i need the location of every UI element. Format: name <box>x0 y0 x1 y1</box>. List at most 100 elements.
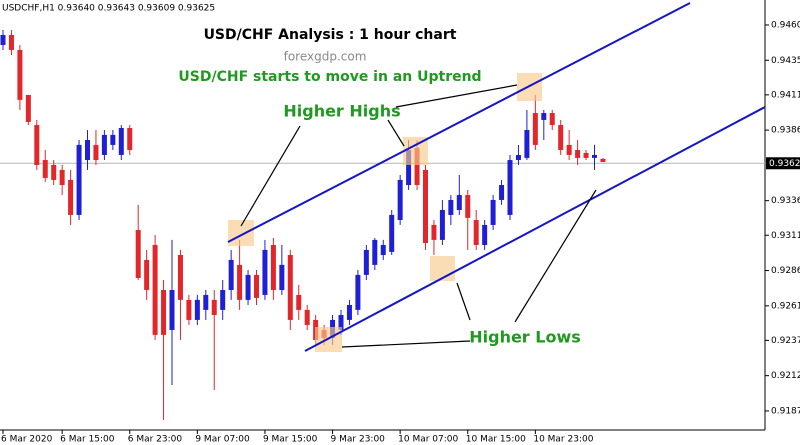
candle-body <box>17 49 23 100</box>
current-price-box <box>766 157 800 170</box>
x-tick-label: 6 Mar 23:00 <box>128 435 183 445</box>
candle-body <box>363 249 369 275</box>
candle-body <box>169 290 175 330</box>
candle-body <box>482 224 488 245</box>
symbol-info: USDCHF,H1 0.93640 0.93643 0.93609 0.9362… <box>2 4 215 14</box>
candle-body <box>389 214 395 252</box>
x-tick-label: 6 Mar 2020 <box>1 435 53 445</box>
candle-body <box>110 134 116 145</box>
candle-body <box>549 113 555 126</box>
pointer <box>387 119 405 147</box>
candle-body <box>355 274 361 310</box>
candle-body <box>144 259 150 291</box>
candle-body <box>211 299 217 315</box>
candle-body <box>262 249 268 295</box>
candle-body <box>566 144 572 155</box>
candle-body <box>245 274 251 300</box>
pointer <box>240 125 301 227</box>
channel-upper <box>227 2 691 243</box>
candle-body <box>515 154 521 161</box>
candle-body <box>558 125 564 151</box>
candle-body <box>372 239 378 265</box>
candle-body <box>575 150 581 158</box>
current-price-label: 0.93625 <box>769 159 800 169</box>
candle-body <box>177 255 183 300</box>
candle-body <box>456 195 462 210</box>
candle-body <box>583 152 589 158</box>
x-tick-label: 9 Mar 15:00 <box>263 435 318 445</box>
candle-body <box>600 158 606 163</box>
candle-body <box>101 134 107 155</box>
candle-body <box>338 314 344 330</box>
candle-body <box>228 259 234 291</box>
candle-body <box>304 309 310 326</box>
candle-body <box>507 160 513 215</box>
candle-body <box>279 264 285 291</box>
chart-title: USD/CHF Analysis : 1 hour chart <box>204 27 457 43</box>
candle-body <box>161 290 167 335</box>
candle-body <box>76 144 82 215</box>
candle-body <box>127 127 133 151</box>
candle-body <box>439 209 445 240</box>
candle-body <box>186 299 192 320</box>
y-tick-label: 0.92865 <box>771 266 800 276</box>
x-tick-label: 9 Mar 07:00 <box>195 435 250 445</box>
pointer <box>456 282 471 321</box>
candle-body <box>414 148 420 186</box>
candle-body <box>346 304 352 320</box>
candle-body <box>25 94 31 122</box>
candle-body <box>220 290 226 310</box>
pointers <box>240 84 597 348</box>
candle-body <box>254 274 259 298</box>
candle-body <box>237 264 243 300</box>
candle-body <box>541 113 547 120</box>
note: USD/CHF starts to move in an Uptrend <box>178 69 481 85</box>
candle-body <box>34 125 40 165</box>
candle-body <box>406 150 412 186</box>
candle-body <box>135 230 141 279</box>
highlight-box <box>228 220 254 246</box>
candle-body <box>85 139 90 161</box>
candle-body <box>592 154 597 158</box>
candle-body <box>51 164 57 180</box>
pointer <box>395 84 518 108</box>
x-tick-label: 10 Mar 07:00 <box>398 435 458 445</box>
candle-body <box>8 34 14 50</box>
y-tick-label: 0.94605 <box>771 20 800 30</box>
candle-body <box>490 199 496 225</box>
y-tick-label: 0.93115 <box>771 231 800 241</box>
candle-body <box>296 294 302 310</box>
pointer <box>514 189 597 323</box>
candle-body <box>423 169 428 244</box>
y-tick-label: 0.92615 <box>771 301 800 311</box>
highlight-box <box>430 256 455 281</box>
candle-body <box>203 294 209 310</box>
candle-body <box>448 199 454 215</box>
candle-body <box>0 34 6 46</box>
y-tick-label: 0.94355 <box>771 56 800 66</box>
candle-body <box>270 244 276 291</box>
candle-body <box>499 185 505 200</box>
candle-body <box>287 255 293 320</box>
highlight-boxes <box>228 73 542 352</box>
candle-body <box>532 113 538 145</box>
candle-body <box>93 144 99 161</box>
candle-body <box>397 179 403 221</box>
candle-body <box>118 127 124 155</box>
annotation: Higher Lows <box>469 328 581 347</box>
candle-body <box>473 220 479 245</box>
candle-body <box>152 244 158 335</box>
pointer <box>341 340 471 348</box>
candle-body <box>59 169 65 186</box>
candle-body <box>194 299 200 320</box>
x-tick-label: 10 Mar 23:00 <box>533 435 593 445</box>
candle-body <box>524 129 530 158</box>
